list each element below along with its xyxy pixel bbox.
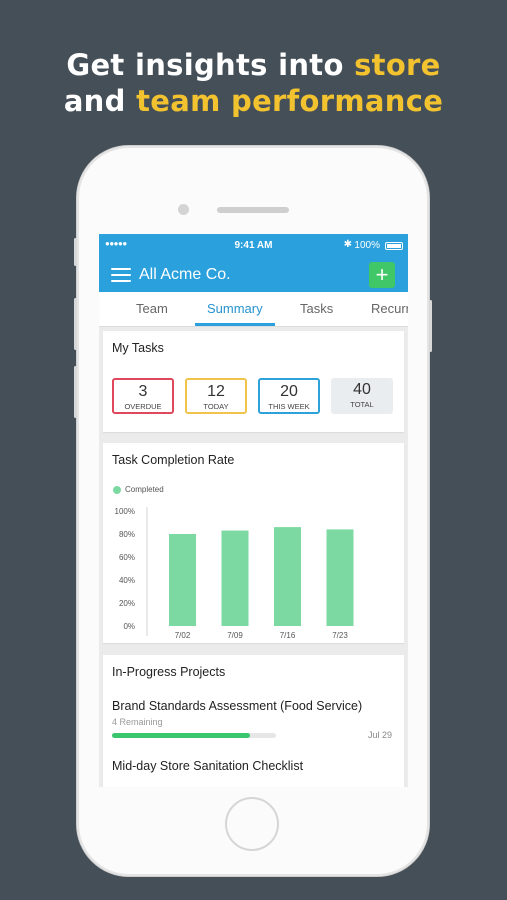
chart-bar[interactable] — [221, 530, 249, 626]
x-tick-label: 7/02 — [175, 631, 191, 640]
overdue-label: OVERDUE — [124, 402, 162, 411]
in-progress-projects-card: In-Progress Projects Brand Standards Ass… — [103, 655, 404, 787]
today-stat[interactable]: 12 TODAY — [185, 378, 247, 414]
overdue-stat[interactable]: 3 OVERDUE — [112, 378, 174, 414]
y-tick-label: 20% — [119, 599, 135, 608]
hamburger-menu-icon[interactable] — [111, 268, 131, 282]
task-completion-title: Task Completion Rate — [112, 453, 235, 467]
headline-line-1: Get insights into store — [0, 48, 507, 82]
legend-completed-swatch — [113, 486, 121, 494]
app-title[interactable]: All Acme Co. — [139, 266, 231, 283]
project-remaining: 4 Remaining — [112, 717, 163, 727]
total-stat[interactable]: 40 TOTAL — [331, 378, 393, 414]
this-week-count: 20 — [280, 383, 298, 400]
mute-switch — [74, 238, 77, 266]
status-bar: ●●●●● 9:41 AM ✱ 100% — [99, 234, 408, 258]
battery-icon — [385, 242, 403, 250]
projects-title: In-Progress Projects — [112, 665, 226, 679]
app-screen: ●●●●● 9:41 AM ✱ 100% All Acme Co. + Team… — [99, 234, 408, 787]
this-week-label: THIS WEEK — [268, 402, 310, 411]
power-button — [429, 300, 432, 352]
legend-completed-label: Completed — [125, 485, 164, 494]
headline-text-1: Get insights into — [66, 48, 344, 82]
signal-icon: ●●●●● — [105, 239, 127, 248]
bluetooth-icon: ✱ — [343, 239, 352, 250]
project-name[interactable]: Mid-day Store Sanitation Checklist — [112, 759, 304, 773]
chart-bar[interactable] — [169, 534, 196, 626]
y-tick-label: 40% — [119, 576, 135, 585]
active-tab-indicator — [195, 323, 275, 326]
completion-bar-chart: 0% 20% 40% 60% 80% 100% 7/02 7/09 7/16 7/23 — [115, 507, 354, 640]
task-completion-card: Task Completion Rate Completed 0% 20% 40% 6… — [103, 443, 404, 643]
x-tick-label: 7/16 — [280, 631, 296, 640]
my-tasks-title: My Tasks — [112, 341, 164, 355]
y-tick-label: 0% — [123, 622, 135, 631]
volume-up-button — [74, 298, 77, 350]
x-tick-label: 7/09 — [227, 631, 243, 640]
headline-highlight-1: store — [354, 48, 441, 82]
y-tick-label: 60% — [119, 553, 135, 562]
tab-recurring[interactable]: Recurring — [371, 301, 408, 316]
project-due-date: Jul 29 — [367, 730, 392, 740]
home-button[interactable] — [225, 797, 279, 851]
tab-team[interactable]: Team — [136, 301, 168, 316]
overdue-count: 3 — [138, 383, 148, 400]
y-tick-label: 100% — [115, 507, 135, 516]
tab-tasks[interactable]: Tasks — [300, 301, 334, 316]
this-week-stat[interactable]: 20 THIS WEEK — [258, 378, 320, 414]
y-tick-label: 80% — [119, 530, 135, 539]
project-progress-bar — [112, 733, 276, 738]
front-camera — [178, 204, 189, 215]
total-label: TOTAL — [350, 400, 374, 409]
project-progress-fill — [112, 733, 250, 738]
headline-highlight-2: team performance — [136, 84, 444, 118]
my-tasks-card: My Tasks 3 OVERDUE 12 TODAY 20 THIS WEEK… — [103, 331, 404, 432]
battery-percent: 100% — [354, 240, 380, 251]
total-count: 40 — [353, 381, 371, 398]
volume-down-button — [74, 366, 77, 418]
status-time: 9:41 AM — [234, 240, 273, 251]
today-count: 12 — [207, 383, 225, 400]
headline-text-2: and — [63, 84, 126, 118]
app-bar: All Acme Co. + — [99, 258, 408, 292]
tab-bar: Team Summary Tasks Recurring — [99, 292, 408, 327]
tab-summary[interactable]: Summary — [207, 301, 263, 316]
x-tick-label: 7/23 — [332, 631, 348, 640]
earpiece-speaker — [217, 207, 289, 213]
headline-line-2: and team performance — [0, 84, 507, 118]
chart-bar[interactable] — [326, 529, 354, 626]
project-name[interactable]: Brand Standards Assessment (Food Service… — [112, 699, 363, 713]
chart-bar[interactable] — [274, 527, 301, 626]
today-label: TODAY — [203, 402, 229, 411]
add-button[interactable]: + — [369, 262, 395, 288]
